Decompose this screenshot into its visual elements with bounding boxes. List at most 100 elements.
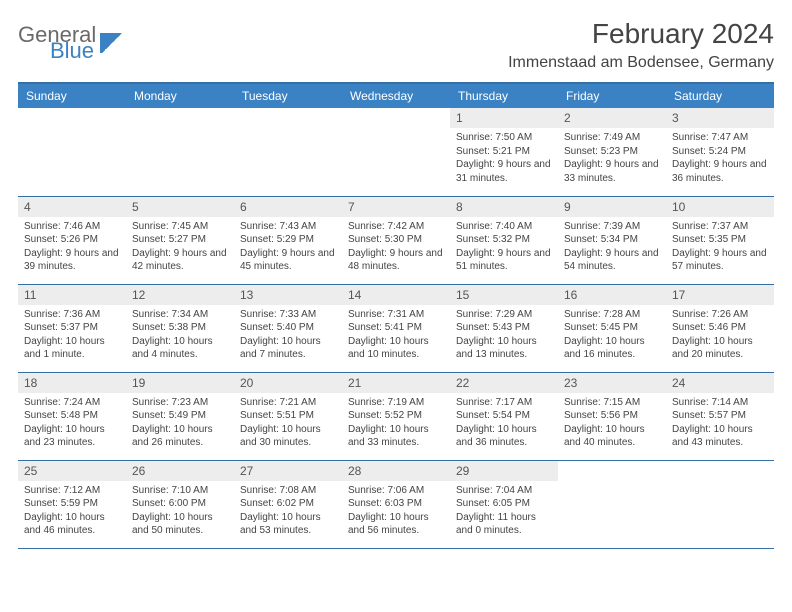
sunset-text: Sunset: 5:29 PM: [240, 233, 336, 247]
sunrise-text: Sunrise: 7:36 AM: [24, 308, 120, 322]
sunrise-text: Sunrise: 7:42 AM: [348, 220, 444, 234]
daylight-text: Daylight: 10 hours and 56 minutes.: [348, 511, 444, 538]
logo: General Blue: [18, 18, 124, 62]
daylight-text: Daylight: 10 hours and 10 minutes.: [348, 335, 444, 362]
day-number: 19: [126, 373, 234, 393]
calendar-row: ........1Sunrise: 7:50 AMSunset: 5:21 PM…: [18, 108, 774, 196]
calendar-cell: 5Sunrise: 7:45 AMSunset: 5:27 PMDaylight…: [126, 196, 234, 284]
calendar-cell: 4Sunrise: 7:46 AMSunset: 5:26 PMDaylight…: [18, 196, 126, 284]
calendar-cell: 2Sunrise: 7:49 AMSunset: 5:23 PMDaylight…: [558, 108, 666, 196]
title-block: February 2024 Immenstaad am Bodensee, Ge…: [508, 18, 774, 72]
sunrise-text: Sunrise: 7:33 AM: [240, 308, 336, 322]
sunset-text: Sunset: 5:46 PM: [672, 321, 768, 335]
day-details: Sunrise: 7:37 AMSunset: 5:35 PMDaylight:…: [666, 217, 774, 278]
sunset-text: Sunset: 6:05 PM: [456, 497, 552, 511]
sunset-text: Sunset: 5:52 PM: [348, 409, 444, 423]
day-details: Sunrise: 7:36 AMSunset: 5:37 PMDaylight:…: [18, 305, 126, 366]
day-details: Sunrise: 7:08 AMSunset: 6:02 PMDaylight:…: [234, 481, 342, 542]
day-number: 21: [342, 373, 450, 393]
day-number: 14: [342, 285, 450, 305]
daylight-text: Daylight: 10 hours and 16 minutes.: [564, 335, 660, 362]
daylight-text: Daylight: 9 hours and 31 minutes.: [456, 158, 552, 185]
daylight-text: Daylight: 10 hours and 33 minutes.: [348, 423, 444, 450]
sunset-text: Sunset: 6:02 PM: [240, 497, 336, 511]
sunrise-text: Sunrise: 7:26 AM: [672, 308, 768, 322]
calendar-cell: 22Sunrise: 7:17 AMSunset: 5:54 PMDayligh…: [450, 372, 558, 460]
daylight-text: Daylight: 10 hours and 36 minutes.: [456, 423, 552, 450]
day-details: Sunrise: 7:12 AMSunset: 5:59 PMDaylight:…: [18, 481, 126, 542]
day-details: Sunrise: 7:45 AMSunset: 5:27 PMDaylight:…: [126, 217, 234, 278]
calendar-cell: 10Sunrise: 7:37 AMSunset: 5:35 PMDayligh…: [666, 196, 774, 284]
sunset-text: Sunset: 5:26 PM: [24, 233, 120, 247]
daylight-text: Daylight: 9 hours and 48 minutes.: [348, 247, 444, 274]
sunset-text: Sunset: 5:41 PM: [348, 321, 444, 335]
sunrise-text: Sunrise: 7:37 AM: [672, 220, 768, 234]
day-details: Sunrise: 7:15 AMSunset: 5:56 PMDaylight:…: [558, 393, 666, 454]
header: General Blue February 2024 Immenstaad am…: [18, 18, 774, 72]
day-details: Sunrise: 7:04 AMSunset: 6:05 PMDaylight:…: [450, 481, 558, 542]
weekday-header: Thursday: [450, 83, 558, 108]
sunrise-text: Sunrise: 7:17 AM: [456, 396, 552, 410]
calendar-cell: 14Sunrise: 7:31 AMSunset: 5:41 PMDayligh…: [342, 284, 450, 372]
sunrise-text: Sunrise: 7:43 AM: [240, 220, 336, 234]
calendar-cell: 27Sunrise: 7:08 AMSunset: 6:02 PMDayligh…: [234, 460, 342, 548]
calendar-cell: 20Sunrise: 7:21 AMSunset: 5:51 PMDayligh…: [234, 372, 342, 460]
sunrise-text: Sunrise: 7:40 AM: [456, 220, 552, 234]
sunset-text: Sunset: 5:32 PM: [456, 233, 552, 247]
sunset-text: Sunset: 5:57 PM: [672, 409, 768, 423]
logo-text-blue: Blue: [50, 40, 96, 62]
day-number: 28: [342, 461, 450, 481]
day-details: Sunrise: 7:19 AMSunset: 5:52 PMDaylight:…: [342, 393, 450, 454]
day-details: Sunrise: 7:49 AMSunset: 5:23 PMDaylight:…: [558, 128, 666, 189]
daylight-text: Daylight: 11 hours and 0 minutes.: [456, 511, 552, 538]
calendar-table: Sunday Monday Tuesday Wednesday Thursday…: [18, 82, 774, 549]
daylight-text: Daylight: 10 hours and 4 minutes.: [132, 335, 228, 362]
logo-sail-icon: [100, 33, 124, 53]
calendar-cell: ..: [558, 460, 666, 548]
sunrise-text: Sunrise: 7:24 AM: [24, 396, 120, 410]
weekday-header: Saturday: [666, 83, 774, 108]
calendar-cell: ..: [342, 108, 450, 196]
daylight-text: Daylight: 10 hours and 7 minutes.: [240, 335, 336, 362]
calendar-row: 18Sunrise: 7:24 AMSunset: 5:48 PMDayligh…: [18, 372, 774, 460]
day-number: 17: [666, 285, 774, 305]
daylight-text: Daylight: 10 hours and 43 minutes.: [672, 423, 768, 450]
day-details: Sunrise: 7:06 AMSunset: 6:03 PMDaylight:…: [342, 481, 450, 542]
calendar-cell: 26Sunrise: 7:10 AMSunset: 6:00 PMDayligh…: [126, 460, 234, 548]
location: Immenstaad am Bodensee, Germany: [508, 54, 774, 72]
calendar-cell: 28Sunrise: 7:06 AMSunset: 6:03 PMDayligh…: [342, 460, 450, 548]
sunrise-text: Sunrise: 7:04 AM: [456, 484, 552, 498]
calendar-cell: 1Sunrise: 7:50 AMSunset: 5:21 PMDaylight…: [450, 108, 558, 196]
sunset-text: Sunset: 5:23 PM: [564, 145, 660, 159]
calendar-row: 11Sunrise: 7:36 AMSunset: 5:37 PMDayligh…: [18, 284, 774, 372]
sunset-text: Sunset: 5:27 PM: [132, 233, 228, 247]
daylight-text: Daylight: 10 hours and 1 minute.: [24, 335, 120, 362]
weekday-header-row: Sunday Monday Tuesday Wednesday Thursday…: [18, 83, 774, 108]
day-details: Sunrise: 7:17 AMSunset: 5:54 PMDaylight:…: [450, 393, 558, 454]
sunset-text: Sunset: 5:51 PM: [240, 409, 336, 423]
weekday-header: Sunday: [18, 83, 126, 108]
sunrise-text: Sunrise: 7:34 AM: [132, 308, 228, 322]
calendar-cell: ..: [18, 108, 126, 196]
day-number: 5: [126, 197, 234, 217]
day-details: Sunrise: 7:50 AMSunset: 5:21 PMDaylight:…: [450, 128, 558, 189]
day-details: Sunrise: 7:29 AMSunset: 5:43 PMDaylight:…: [450, 305, 558, 366]
calendar-cell: 29Sunrise: 7:04 AMSunset: 6:05 PMDayligh…: [450, 460, 558, 548]
weekday-header: Wednesday: [342, 83, 450, 108]
day-details: Sunrise: 7:31 AMSunset: 5:41 PMDaylight:…: [342, 305, 450, 366]
day-number: 4: [18, 197, 126, 217]
sunrise-text: Sunrise: 7:19 AM: [348, 396, 444, 410]
day-number: 12: [126, 285, 234, 305]
calendar-cell: ..: [126, 108, 234, 196]
calendar-cell: 3Sunrise: 7:47 AMSunset: 5:24 PMDaylight…: [666, 108, 774, 196]
sunrise-text: Sunrise: 7:28 AM: [564, 308, 660, 322]
day-number: 23: [558, 373, 666, 393]
day-number: 16: [558, 285, 666, 305]
sunrise-text: Sunrise: 7:15 AM: [564, 396, 660, 410]
calendar-cell: ..: [666, 460, 774, 548]
day-number: 13: [234, 285, 342, 305]
sunrise-text: Sunrise: 7:45 AM: [132, 220, 228, 234]
calendar-cell: 13Sunrise: 7:33 AMSunset: 5:40 PMDayligh…: [234, 284, 342, 372]
daylight-text: Daylight: 9 hours and 57 minutes.: [672, 247, 768, 274]
sunrise-text: Sunrise: 7:14 AM: [672, 396, 768, 410]
